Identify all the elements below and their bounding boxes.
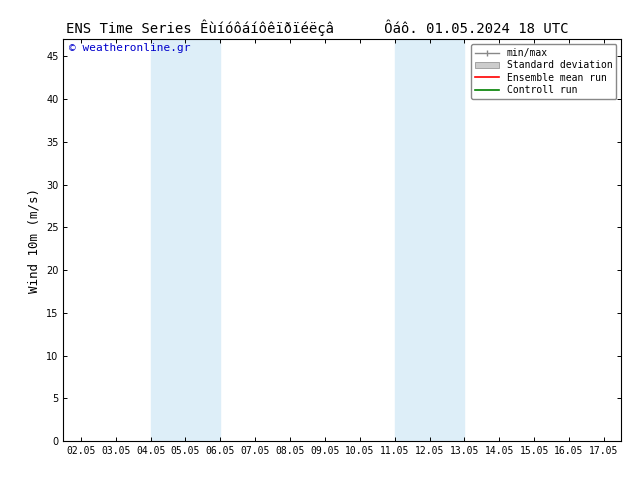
Bar bbox=[150, 39, 221, 441]
Y-axis label: Wind 10m (m/s): Wind 10m (m/s) bbox=[27, 188, 41, 293]
Bar bbox=[394, 39, 464, 441]
Legend: min/max, Standard deviation, Ensemble mean run, Controll run: min/max, Standard deviation, Ensemble me… bbox=[471, 44, 616, 99]
Text: © weatheronline.gr: © weatheronline.gr bbox=[69, 43, 190, 53]
Text: ENS Time Series Êùíóôáíôêïðïéëçâ      Ôáô. 01.05.2024 18 UTC: ENS Time Series Êùíóôáíôêïðïéëçâ Ôáô. 01… bbox=[66, 20, 568, 36]
